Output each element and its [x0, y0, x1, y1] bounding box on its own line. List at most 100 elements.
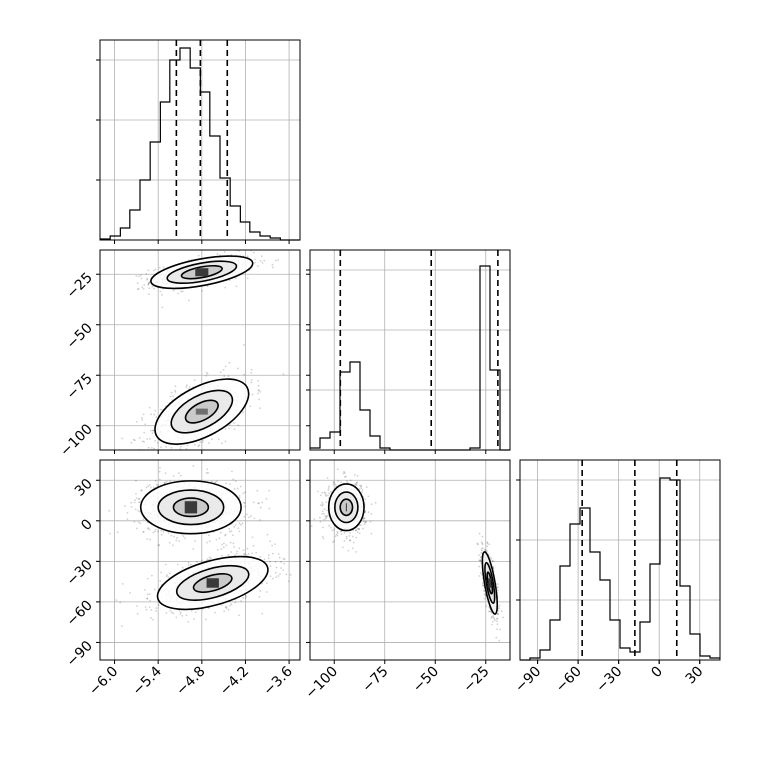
sample-point: [322, 503, 324, 506]
sample-point: [140, 489, 143, 492]
sample-point: [257, 502, 260, 505]
sample-point: [346, 481, 349, 484]
sample-point: [242, 411, 245, 414]
sample-point: [481, 543, 484, 546]
sample-point: [238, 547, 241, 550]
sample-point: [280, 561, 282, 563]
sample-point: [165, 575, 168, 578]
sample-point: [282, 373, 285, 376]
sample-point: [160, 571, 163, 574]
sample-point: [181, 290, 184, 293]
x-tick-label: −75: [359, 664, 391, 696]
sample-point: [228, 423, 231, 426]
sample-point: [108, 509, 111, 512]
sample-point: [179, 445, 182, 448]
sample-point: [152, 429, 154, 432]
axes-frame: [99, 459, 301, 661]
sample-point: [233, 525, 236, 528]
sample-point: [354, 482, 357, 485]
sample-point: [364, 498, 367, 501]
y-tick-label: −25: [64, 270, 96, 302]
sample-point: [334, 483, 337, 486]
sample-point: [251, 552, 253, 555]
sample-point: [174, 389, 176, 392]
sample-point: [143, 440, 145, 443]
sample-point: [140, 489, 143, 492]
sample-point: [361, 491, 363, 494]
sample-point: [149, 486, 152, 489]
sample-point: [148, 281, 151, 284]
sample-point: [142, 531, 145, 533]
sample-point: [223, 251, 226, 253]
sample-point: [155, 610, 158, 612]
sample-point: [485, 605, 488, 608]
sample-point: [216, 548, 219, 551]
sample-point: [185, 614, 188, 617]
sample-point: [221, 442, 223, 445]
sample-point: [310, 525, 313, 527]
sample-point: [134, 508, 137, 511]
sample-point: [145, 486, 148, 489]
sample-point: [236, 550, 238, 553]
sample-point: [246, 255, 249, 258]
sample-point: [319, 494, 322, 497]
sample-point: [279, 573, 281, 575]
sample-point: [330, 526, 332, 529]
axes-frame: [309, 249, 511, 451]
sample-point: [275, 259, 277, 262]
y-tick-label: −75: [64, 371, 96, 403]
sample-point: [266, 582, 268, 584]
sample-point: [336, 532, 339, 534]
sample-point: [197, 254, 200, 257]
sample-point: [154, 439, 157, 442]
sample-point: [185, 386, 188, 388]
sample-point: [363, 523, 366, 526]
sample-point: [160, 529, 163, 532]
sample-point: [190, 563, 192, 566]
sample-point: [277, 553, 280, 555]
sample-point: [225, 482, 227, 485]
sample-point: [278, 556, 281, 559]
sample-point: [267, 554, 270, 557]
y-tick-label: −100: [57, 421, 96, 460]
sample-point: [335, 533, 338, 536]
sample-point: [177, 292, 179, 295]
sample-point: [223, 375, 226, 378]
density-core: [206, 578, 219, 588]
sample-point: [263, 558, 266, 561]
sample-point: [184, 537, 186, 540]
sample-point: [500, 610, 503, 613]
sample-point: [163, 482, 166, 485]
sample-point: [185, 384, 188, 387]
sample-point: [152, 486, 155, 489]
sample-point: [157, 484, 159, 487]
sample-point: [149, 538, 152, 541]
sample-point: [259, 555, 262, 558]
sample-point: [205, 472, 208, 474]
sample-point: [498, 604, 501, 607]
sample-point: [240, 600, 243, 602]
sample-point: [365, 521, 368, 524]
sample-point: [157, 543, 160, 546]
sample-point: [119, 601, 122, 604]
sample-point: [140, 277, 143, 280]
sample-point: [136, 420, 138, 423]
sample-point: [360, 485, 362, 488]
sample-point: [133, 501, 136, 504]
x-tick-label: −60: [553, 664, 585, 696]
sample-point: [201, 289, 203, 292]
sample-point: [153, 287, 155, 290]
sample-point: [252, 501, 255, 504]
sample-point: [216, 252, 219, 255]
sample-point: [148, 593, 151, 596]
sample-point: [138, 497, 141, 500]
sample-point: [217, 438, 220, 441]
sample-point: [240, 523, 242, 526]
sample-point: [209, 557, 212, 560]
sample-point: [224, 533, 227, 536]
sample-point: [150, 429, 152, 432]
sample-point: [477, 543, 479, 546]
sample-point: [328, 492, 331, 495]
sample-point: [130, 501, 133, 504]
sample-point: [146, 593, 149, 596]
